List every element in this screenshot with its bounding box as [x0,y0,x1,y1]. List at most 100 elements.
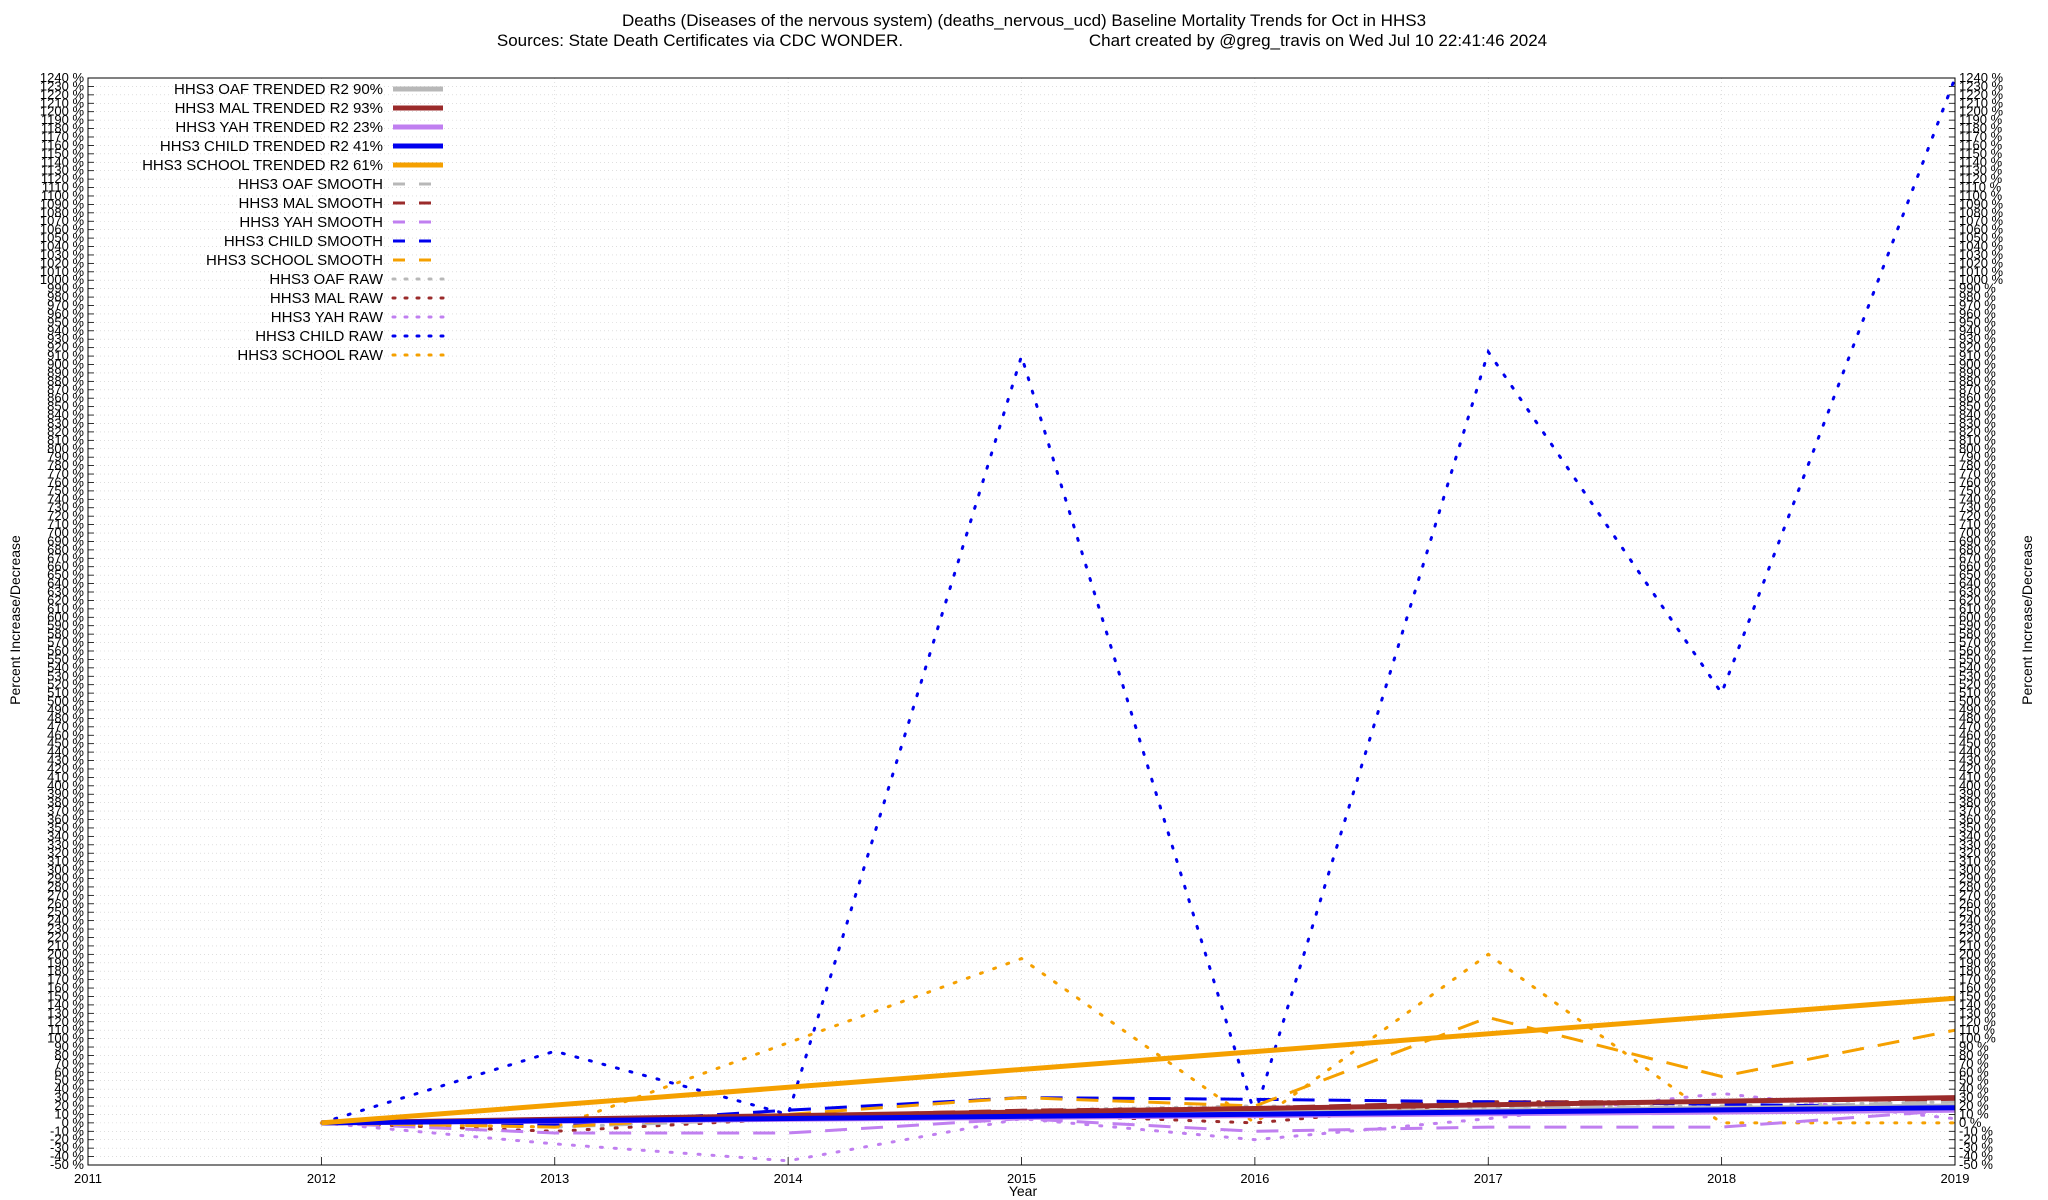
x-tick-label: 2013 [540,1171,569,1186]
y-tick-label: 1010 % [1959,264,2004,279]
y-tick-label: 810 % [47,432,84,447]
y-tick-label: 1040 % [40,239,85,254]
legend-label: HHS3 MAL TRENDED R2 93% [175,100,383,117]
y-tick-label: 1230 % [1959,78,2004,93]
y-tick-label: 1070 % [1959,213,2004,228]
y-tick-label: 140 % [1959,997,1996,1012]
y-tick-label: 120 % [1959,1014,1996,1029]
y-tick-label: 580 % [47,626,84,641]
y-tick-label: 400 % [47,778,84,793]
y-tick-label: 630 % [1959,584,1996,599]
legend-label: HHS3 SCHOOL SMOOTH [206,252,383,269]
y-tick-label: 800 % [1959,441,1996,456]
y-tick-label: 70 % [1959,1056,1989,1071]
y-tick-label: 0 % [62,1115,85,1130]
y-tick-label: 770 % [1959,466,1996,481]
y-tick-label: 360 % [1959,812,1996,827]
y-tick-label: 780 % [47,458,84,473]
y-tick-label: 1040 % [1959,239,2004,254]
y-tick-label: 940 % [47,323,84,338]
y-tick-label: 1240 % [1959,70,2004,85]
y-tick-label: 50 % [54,1073,84,1088]
y-ticks-right: -50 %-40 %-30 %-20 %-10 %0 %10 %20 %30 %… [1949,70,2004,1172]
y-tick-label: 770 % [47,466,84,481]
chart-credit: Chart created by @greg_travis on Wed Jul… [1089,31,1547,50]
y-tick-label: 560 % [1959,643,1996,658]
y-tick-label: 1170 % [41,129,85,144]
y-tick-label: 890 % [47,365,84,380]
legend-label: HHS3 YAH RAW [271,309,384,326]
y-tick-label: 80 % [54,1047,84,1062]
y-tick-label: 680 % [1959,542,1996,557]
y-tick-label: -30 % [1959,1140,1993,1155]
y-tick-label: 150 % [47,988,84,1003]
y-tick-label: 560 % [47,643,84,658]
y-tick-label: 1210 % [40,95,85,110]
y-tick-label: 30 % [54,1090,84,1105]
y-tick-label: 700 % [1959,525,1996,540]
y-tick-label: 540 % [47,660,84,675]
y-tick-label: 10 % [1959,1106,1989,1121]
y-tick-label: 320 % [47,845,84,860]
y-tick-label: 1000 % [40,272,85,287]
y-tick-label: 430 % [47,753,84,768]
y-tick-label: 340 % [47,828,84,843]
y-tick-label: 110 % [1959,1022,1995,1037]
y-tick-label: 90 % [54,1039,84,1054]
y-tick-label: 1070 % [40,213,85,228]
y-tick-label: 850 % [47,399,84,414]
y-tick-label: 170 % [1959,972,1996,987]
y-tick-label: 200 % [1959,946,1996,961]
y-tick-label: 200 % [47,946,84,961]
y-tick-label: 550 % [1959,651,1996,666]
legend-label: HHS3 CHILD TRENDED R2 41% [160,138,383,155]
y-tick-label: 660 % [1959,559,1996,574]
y-tick-label: 720 % [47,508,84,523]
x-ticks: 2011 2012 2013 2014 2015 2016 2017 2018 2019 [74,1157,1969,1186]
y-tick-label: -10 % [1959,1123,1993,1138]
y-tick-label: 1090 % [1959,196,2004,211]
y-tick-label: 390 % [1959,786,1996,801]
legend-label: HHS3 OAF TRENDED R2 90% [174,81,383,98]
y-tick-label: 90 % [1959,1039,1989,1054]
chart-source: Sources: State Death Certificates via CD… [497,31,903,50]
y-tick-label: 1060 % [1959,222,2004,237]
y-tick-label: 900 % [1959,356,1996,371]
y-tick-label: 830 % [47,415,84,430]
y-tick-label: 1030 % [1959,247,2004,262]
y-tick-label: 290 % [1959,871,1996,886]
y-tick-label: 100 % [47,1031,84,1046]
y-tick-label: 1160 % [41,137,85,152]
y-tick-label: 590 % [47,618,84,633]
legend-label: HHS3 YAH SMOOTH [239,214,383,231]
y-tick-label: 630 % [47,584,84,599]
y-tick-label: 680 % [47,542,84,557]
y-tick-label: 910 % [47,348,84,363]
y-tick-label: 1050 % [1959,230,2004,245]
y-tick-label: 250 % [47,904,84,919]
y-tick-label: 220 % [1959,929,1996,944]
y-tick-label: 730 % [47,500,84,515]
y-tick-label: 1110 % [1959,180,2002,195]
y-tick-label: 180 % [47,963,84,978]
y-tick-label: 1140 % [41,154,85,169]
y-tick-label: 320 % [1959,845,1996,860]
y-tick-label: 640 % [1959,576,1996,591]
legend-label: HHS3 OAF RAW [269,271,383,288]
y-tick-label: 1030 % [40,247,85,262]
y-tick-label: 510 % [47,685,84,700]
y-tick-label: 420 % [1959,761,1996,776]
y-tick-label: 290 % [47,871,84,886]
y-tick-label: 1170 % [1959,129,2003,144]
y-tick-label: 960 % [47,306,84,321]
y-tick-label: 390 % [47,786,84,801]
series-line-school-trend [321,995,1956,1126]
y-tick-label: 1010 % [40,264,85,279]
y-tick-label: 590 % [1959,618,1996,633]
y-tick-label: 760 % [47,474,84,489]
y-tick-label: 710 % [47,517,84,532]
x-tick-label: 2014 [774,1171,803,1186]
y-tick-label: 1060 % [40,222,85,237]
y-tick-label: 340 % [1959,828,1996,843]
y-tick-label: 960 % [1959,306,1996,321]
